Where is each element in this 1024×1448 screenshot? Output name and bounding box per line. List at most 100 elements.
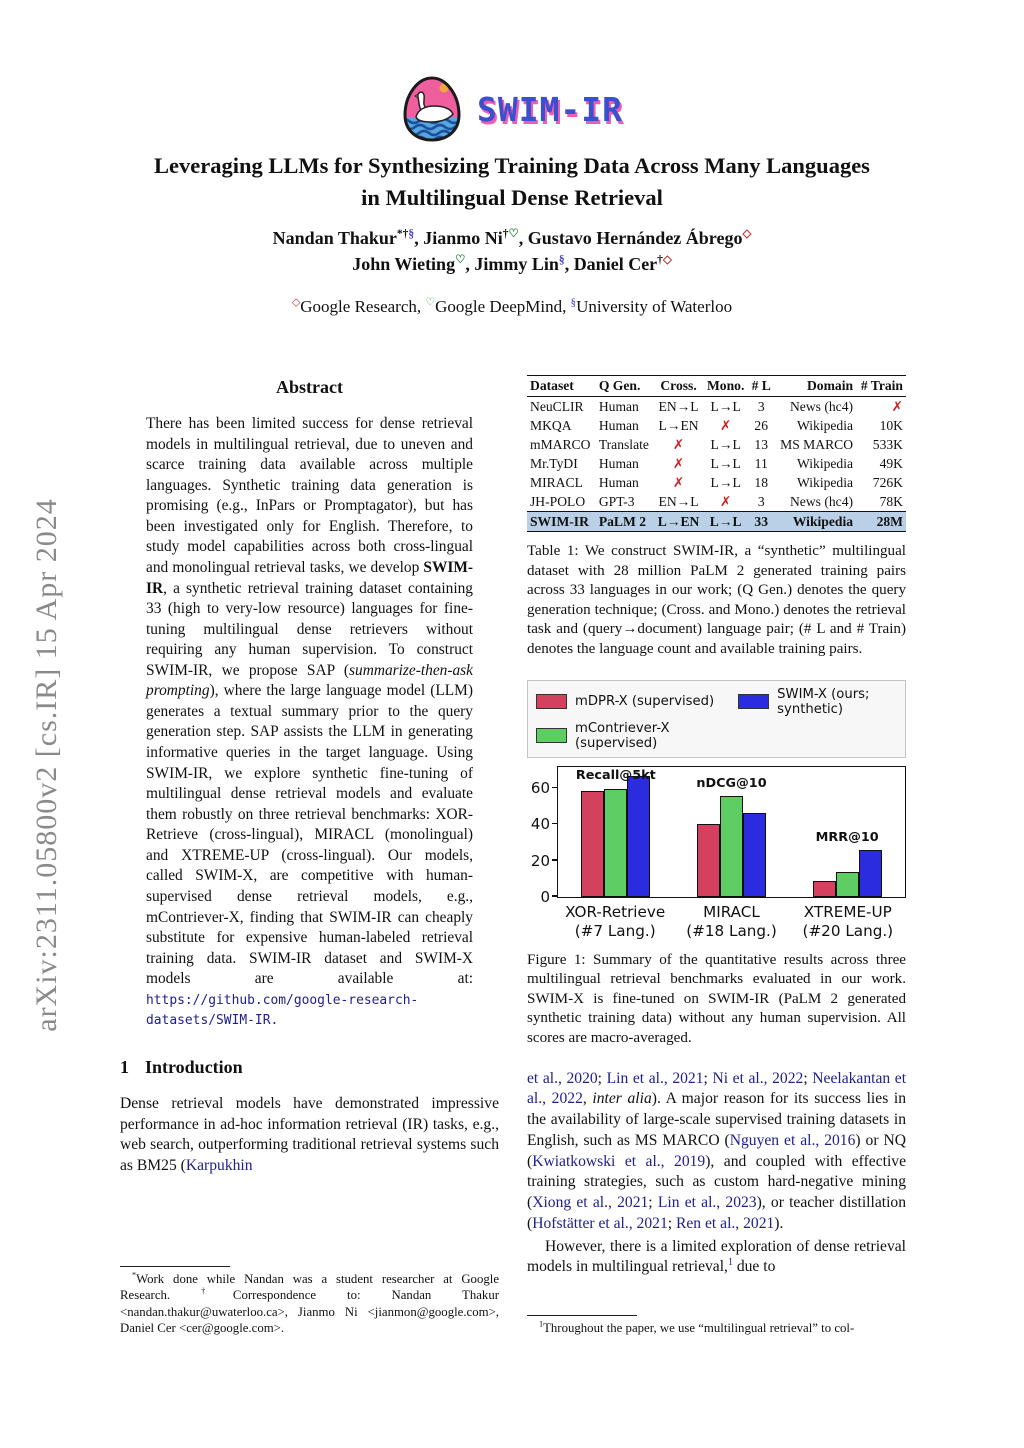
text-run: summarize-then-ask prompting: [146, 661, 473, 700]
citation-link[interactable]: Lin et al., 2023: [657, 1194, 757, 1212]
table-column-header: Q Gen.: [595, 375, 654, 397]
table-cell: JH-POLO: [530, 493, 586, 509]
citation-link[interactable]: Kwiatkowski et al., 2019: [532, 1152, 706, 1170]
y-axis-tick-mark: [552, 895, 558, 897]
text-run: *†: [396, 228, 409, 240]
footnote-left-text: *Work done while Nandan was a student re…: [120, 1271, 499, 1338]
chart-plot-area: 0 20 40 60 Recall@5kt nDCG@10 MRR@10: [531, 765, 906, 906]
citation-link[interactable]: Neelakantan et al., 2022: [527, 1069, 907, 1108]
text-run: due to: [732, 1258, 776, 1276]
text-run: ◇: [742, 228, 752, 240]
text-run: ,: [414, 228, 424, 248]
text-run: §: [408, 228, 415, 240]
abstract-heading: Abstract: [276, 377, 343, 397]
category-name: XOR-Retrieve: [565, 902, 666, 921]
table-row: Mr.TyDI Human ✗ L→L 11 Wikipedia 49K: [527, 454, 906, 473]
text-run: Throughout the paper, we use “multilingu…: [543, 1321, 855, 1336]
left-column: Abstract There has been limited success …: [120, 375, 499, 1337]
author-list: Nandan Thakur*†§, Jianmo Ni†♡, Gustavo H…: [0, 225, 1024, 277]
footnote-right: 1Throughout the paper, we use “multiling…: [527, 1315, 906, 1337]
table-cell: ✗: [654, 435, 703, 454]
table-cell: mMARCO: [530, 436, 591, 452]
footnote-rule: [527, 1315, 637, 1317]
table-cell: Wikipedia: [796, 455, 854, 471]
legend-swatch-icon: [738, 694, 770, 710]
table-cell: 10K: [879, 417, 903, 433]
cross-mark-icon: ✗: [891, 398, 903, 414]
table-cell: Translate: [598, 436, 649, 452]
citation-link[interactable]: Ni et al., 2022: [712, 1069, 804, 1087]
table-cell: SWIM-IR: [527, 511, 596, 532]
bar-swim-x: [627, 775, 651, 897]
url-link[interactable]: google-research-datasets/SWIM-IR.: [146, 992, 419, 1029]
cross-mark-icon: ✗: [719, 417, 732, 433]
table-cell: MS MARCO: [780, 436, 854, 452]
table-cell: 3: [757, 398, 765, 414]
footnote-right-text: 1Throughout the paper, we use “multiling…: [527, 1320, 906, 1337]
legend-item: mContriever-X (supervised): [536, 721, 738, 751]
citation-link[interactable]: Xiong et al., 2021: [532, 1194, 649, 1212]
section-title: Introduction: [145, 1056, 243, 1077]
table-cell: News (hc4): [789, 398, 854, 414]
table-cell: 49K: [879, 455, 903, 471]
x-axis-category-label: XTREME-UP (#20 Lang.): [790, 903, 906, 941]
legend-label: SWIM-X (ours; synthetic): [777, 686, 870, 717]
text-run: ◇: [662, 254, 672, 267]
text-run: Google Research,: [300, 297, 426, 316]
citation-link[interactable]: Karpukhin: [185, 1157, 253, 1175]
table-row: MKQA Human L→EN ✗ 26 Wikipedia 10K: [527, 416, 906, 435]
citation-link[interactable]: Lin et al., 2021: [606, 1069, 704, 1087]
table-cell: 28M: [856, 511, 906, 532]
text-run: Google DeepMind,: [435, 297, 571, 316]
affiliations: ◇Google Research, ♡Google DeepMind, §Uni…: [0, 297, 1024, 317]
chart-plot-wrap: 0 20 40 60 Recall@5kt nDCG@10 MRR@10 XOR-Retri…: [531, 765, 906, 941]
text-run: ). A major reason for its success lies i…: [527, 1090, 907, 1149]
abstract-text: There has been limited success for dense…: [146, 414, 473, 1031]
table-column-header: Domain: [774, 375, 857, 397]
citation-link[interactable]: Nguyen et al., 2016: [729, 1131, 856, 1149]
text-run: ◇: [291, 296, 301, 309]
table-cell: L→L: [710, 474, 741, 490]
arxiv-watermark: arXiv:2311.05800v2 [cs.IR] 15 Apr 2024: [30, 498, 63, 1032]
category-language-count: (#7 Lang.): [574, 921, 656, 940]
text-run: ;: [597, 1069, 607, 1087]
legend-item: SWIM-X (ours; synthetic): [738, 687, 897, 717]
table-cell: ✗: [703, 416, 748, 435]
section-heading-introduction: 1 Introduction: [120, 1057, 499, 1078]
logo-wordmark: SWIM-IR: [476, 89, 624, 129]
citation-link[interactable]: Ren et al., 2021: [675, 1214, 775, 1232]
right-paragraph-2: However, there is a limited exploration …: [527, 1237, 906, 1278]
citation-link[interactable]: Hofstätter et al., 2021: [532, 1214, 668, 1232]
y-axis-tick-mark: [552, 823, 558, 825]
text-run: ♡: [425, 296, 436, 309]
paper-title: Leveraging LLMs for Synthesizing Trainin…: [0, 150, 1024, 214]
text-run: Jianmo Ni: [423, 228, 503, 248]
citation-link[interactable]: 1: [727, 1257, 733, 1269]
table-cell: 78K: [879, 493, 903, 509]
table-cell: EN→L: [658, 398, 699, 414]
text-run: ).: [774, 1214, 784, 1232]
table-cell: ✗: [856, 397, 906, 417]
text-run: Gustavo Hernández Ábrego: [527, 228, 743, 248]
right-column: Dataset Q Gen. Cross. Mono. # L Domain # Train…: [527, 375, 906, 1337]
y-axis-tick-label: 0: [540, 887, 550, 906]
table-1-caption: Table 1: We construct SWIM-IR, a “synthe…: [527, 543, 906, 658]
footnote-rule: [120, 1265, 230, 1267]
citation-link[interactable]: et al., 2020: [527, 1069, 598, 1087]
table-column-header: # Train: [856, 375, 906, 397]
text-run: SWIM-IR: [146, 558, 473, 597]
metric-annotation: nDCG@10: [696, 776, 767, 792]
table-row: NeuCLIR Human EN→L L→L 3 News (hc4) ✗: [527, 397, 906, 417]
x-axis-category-label: XOR-Retrieve (#7 Lang.): [557, 903, 673, 941]
swan-egg-logo-icon: [403, 76, 461, 142]
section-number: 1: [120, 1056, 129, 1077]
text-run: §: [558, 254, 565, 267]
url-link[interactable]: https://github.com/: [146, 992, 294, 1008]
text-run: 1: [539, 1320, 544, 1330]
figure-1: mDPR-X (supervised) mContriever-X (superv…: [527, 679, 906, 941]
table-cell: Wikipedia: [774, 511, 857, 532]
bar-swim-x: [858, 849, 882, 897]
text-run: ;: [803, 1069, 813, 1087]
table-row: MIRACL Human ✗ L→L 18 Wikipedia 726K: [527, 473, 906, 492]
text-run: However, there is a limited exploration …: [527, 1237, 906, 1276]
